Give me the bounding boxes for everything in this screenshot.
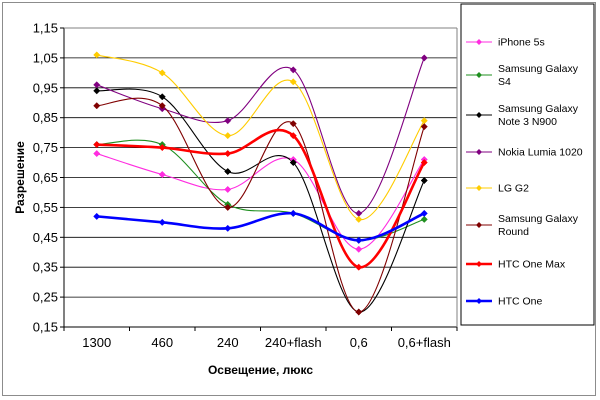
data-point-samsung-galaxy-note-3-n900 bbox=[289, 158, 297, 167]
y-tick-label: 0,95 bbox=[33, 80, 58, 95]
data-point-samsung-galaxy-round bbox=[420, 123, 428, 131]
legend-swatch-marker bbox=[476, 298, 482, 304]
data-point-iphone-5s bbox=[158, 170, 166, 179]
data-point-htc-one-max bbox=[224, 150, 232, 158]
data-point-samsung-galaxy-note-3-n900 bbox=[158, 93, 166, 101]
legend-item-nokia-lumia-1020: Nokia Lumia 1020 bbox=[466, 147, 583, 159]
data-point-samsung-galaxy-round bbox=[289, 120, 297, 128]
axes bbox=[60, 27, 458, 331]
legend-swatch-marker bbox=[476, 222, 482, 228]
y-tick-label: 0,45 bbox=[33, 230, 58, 245]
y-tick-label: 1,15 bbox=[33, 21, 58, 36]
x-tick-label: 460 bbox=[151, 335, 173, 350]
data-point-lg-g2 bbox=[224, 132, 232, 140]
data-point-iphone-5s bbox=[355, 245, 363, 253]
data-point-lg-g2 bbox=[158, 69, 166, 77]
x-tick-label: 0,6+flash bbox=[398, 335, 451, 350]
legend-label: Samsung Galaxy bbox=[498, 63, 579, 75]
series-line-htc-one bbox=[96, 212, 425, 242]
legend-swatch-marker bbox=[476, 149, 482, 155]
legend-label: Samsung Galaxy bbox=[498, 213, 579, 225]
y-tick-labels: 0,15 0,25 0,35 0,45 0,55 0,65 0,75 0,85 0,95 1,05… bbox=[33, 21, 58, 335]
legend-label: Nokia Lumia 1020 bbox=[498, 147, 583, 159]
data-point-nokia-lumia-1020 bbox=[93, 81, 101, 89]
legend-swatch-marker bbox=[476, 185, 482, 191]
x-tick-labels: 1300 460 240 240+flash 0,6 0,6+flash bbox=[82, 335, 451, 350]
data-point-samsung-galaxy-round bbox=[224, 203, 232, 211]
y-tick-label: 0,65 bbox=[33, 170, 58, 185]
data-point-iphone-5s bbox=[93, 150, 101, 158]
data-point-samsung-galaxy-note-3-n900 bbox=[93, 87, 101, 95]
x-tick-label: 240+flash bbox=[265, 335, 322, 350]
series-markers bbox=[93, 51, 428, 316]
data-point-htc-one bbox=[289, 209, 297, 217]
data-point-samsung-galaxy-round bbox=[355, 308, 363, 316]
data-point-htc-one bbox=[420, 209, 428, 217]
y-axis-label: Разрешение bbox=[13, 141, 27, 214]
data-point-htc-one-max bbox=[93, 141, 101, 149]
legend-item-lg-g2: LG G2 bbox=[466, 183, 529, 195]
x-tick-label: 1300 bbox=[82, 335, 111, 350]
y-tick-label: 0,85 bbox=[33, 110, 58, 125]
legend-swatch-marker bbox=[476, 112, 482, 118]
y-tick-label: 0,75 bbox=[33, 140, 58, 155]
data-point-samsung-galaxy-s4 bbox=[420, 215, 428, 223]
legend-label: HTC One Max bbox=[498, 259, 566, 271]
data-point-nokia-lumia-1020 bbox=[224, 117, 232, 125]
y-tick-label: 0,55 bbox=[33, 200, 58, 215]
legend-item-iphone-5s: iPhone 5s bbox=[466, 37, 545, 49]
data-point-lg-g2 bbox=[289, 78, 297, 86]
x-tick-label: 0,6 bbox=[350, 335, 368, 350]
legend-item-htc-one: HTC One bbox=[466, 296, 543, 308]
data-point-htc-one bbox=[158, 218, 166, 226]
data-point-nokia-lumia-1020 bbox=[420, 54, 428, 62]
data-point-htc-one-max bbox=[289, 132, 297, 140]
y-tick-label: 0,35 bbox=[33, 260, 58, 275]
data-point-nokia-lumia-1020 bbox=[289, 66, 297, 74]
legend-swatch-marker bbox=[476, 261, 482, 267]
legend-label: Round bbox=[498, 226, 529, 238]
data-point-htc-one bbox=[93, 212, 101, 220]
legend-label: S4 bbox=[498, 76, 511, 88]
data-point-samsung-galaxy-note-3-n900 bbox=[420, 176, 428, 185]
y-tick-label: 1,05 bbox=[33, 50, 58, 65]
data-point-samsung-galaxy-note-3-n900 bbox=[224, 167, 232, 176]
legend-label: Samsung Galaxy bbox=[498, 103, 579, 115]
data-point-htc-one-max bbox=[420, 158, 428, 167]
data-point-htc-one bbox=[224, 224, 232, 232]
x-axis-label: Освещение, люкс bbox=[208, 363, 313, 377]
data-point-htc-one bbox=[355, 236, 363, 244]
legend-label: iPhone 5s bbox=[498, 37, 545, 49]
x-tick-label: 240 bbox=[217, 335, 239, 350]
data-point-htc-one-max bbox=[355, 263, 363, 271]
legend-label: HTC One bbox=[498, 296, 543, 308]
legend-swatch-marker bbox=[476, 72, 482, 78]
data-point-htc-one-max bbox=[158, 144, 166, 152]
legend-label: Note 3 N900 bbox=[498, 116, 557, 128]
y-tick-label: 0,25 bbox=[33, 290, 58, 305]
data-point-samsung-galaxy-round bbox=[93, 102, 101, 110]
data-point-samsung-galaxy-round bbox=[158, 102, 166, 110]
data-point-lg-g2 bbox=[93, 51, 101, 59]
data-point-iphone-5s bbox=[224, 185, 232, 194]
legend-box bbox=[460, 3, 595, 326]
data-point-lg-g2 bbox=[355, 215, 363, 223]
legend-swatch-marker bbox=[476, 39, 482, 45]
legend-label: LG G2 bbox=[498, 183, 529, 195]
y-tick-label: 0,15 bbox=[33, 320, 58, 335]
legend-item-htc-one-max: HTC One Max bbox=[466, 259, 566, 271]
